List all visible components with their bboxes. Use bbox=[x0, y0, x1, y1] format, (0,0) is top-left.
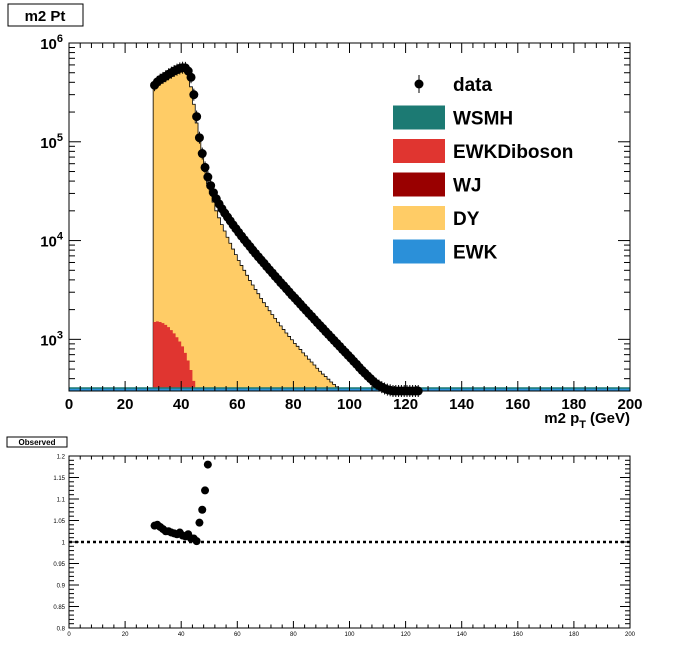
legend-entry-wsmh: WSMH bbox=[393, 105, 513, 130]
main-x-ticks: 0 20 40 60 80 100 120 140 160 180 200 bbox=[65, 43, 643, 413]
legend-label: EWK bbox=[453, 243, 498, 264]
ratio-y-tick-label: 0.95 bbox=[53, 562, 65, 568]
ratio-x-tick-label: 100 bbox=[344, 632, 355, 638]
x-axis-label-sub: T bbox=[579, 419, 586, 431]
x-axis-label: m2 pT (GeV) bbox=[544, 410, 630, 431]
legend-label: WSMH bbox=[453, 109, 513, 130]
data-point bbox=[200, 161, 210, 174]
legend-entry-data: data bbox=[414, 75, 493, 96]
data-point bbox=[203, 171, 213, 184]
x-tick-label: 160 bbox=[505, 396, 530, 413]
data-point bbox=[197, 147, 207, 160]
ratio-x-tick-label: 60 bbox=[234, 632, 241, 638]
legend-label: DY bbox=[453, 209, 480, 230]
ratio-points bbox=[150, 460, 212, 546]
ratio-y-tick-label: 1.2 bbox=[57, 455, 66, 461]
legend-swatch bbox=[393, 239, 445, 264]
stack-fills bbox=[69, 68, 630, 392]
y-tick-label: 106 bbox=[40, 33, 63, 53]
ratio-title-box: Observed bbox=[6, 436, 68, 448]
ratio-point bbox=[192, 537, 201, 546]
x-tick-label: 140 bbox=[449, 396, 474, 413]
x-axis-label-unit: (GeV) bbox=[590, 410, 630, 427]
ratio-y-tick-label: 1.1 bbox=[57, 498, 66, 504]
y-tick-label: 104 bbox=[40, 231, 64, 251]
ratio-y-tick-label: 1 bbox=[62, 541, 66, 547]
x-tick-label: 200 bbox=[617, 396, 642, 413]
ratio-x-tick-label: 200 bbox=[625, 632, 636, 638]
x-axis-label-main: m2 p bbox=[544, 410, 579, 427]
ratio-x-tick-label: 20 bbox=[122, 632, 129, 638]
ratio-x-tick-label: 40 bbox=[178, 632, 185, 638]
ratio-point bbox=[195, 518, 204, 527]
legend-label: WJ bbox=[453, 176, 482, 197]
x-tick-label: 20 bbox=[117, 396, 134, 413]
main-title: m2 Pt bbox=[25, 8, 66, 25]
x-tick-label: 100 bbox=[337, 396, 362, 413]
legend-swatch bbox=[393, 172, 445, 197]
legend: data WSMH EWKDiboson WJ DY EWK bbox=[393, 75, 573, 264]
ratio-point bbox=[198, 505, 207, 514]
ratio-x-tick-label: 140 bbox=[457, 632, 468, 638]
data-point bbox=[194, 131, 204, 144]
ratio-point bbox=[203, 460, 212, 469]
ratio-y-tick-label: 0.9 bbox=[57, 584, 66, 590]
legend-entry-dy: DY bbox=[393, 206, 480, 230]
data-point bbox=[186, 71, 196, 84]
ewkdiboson-stack-fill bbox=[153, 321, 199, 391]
legend-entry-wj: WJ bbox=[393, 172, 482, 197]
ratio-x-tick-label: 0 bbox=[67, 632, 71, 638]
ratio-plot: 0 20 40 60 80 100 120 140 160 180 200 0.80.850.90.… bbox=[53, 455, 635, 639]
ratio-x-tick-label: 180 bbox=[569, 632, 580, 638]
legend-swatch bbox=[393, 206, 445, 230]
legend-entry-ewkdiboson: EWKDiboson bbox=[393, 139, 573, 163]
ratio-y-tick-label: 1.05 bbox=[53, 519, 65, 525]
ratio-title: Observed bbox=[19, 438, 56, 447]
ratio-x-tick-label: 80 bbox=[290, 632, 297, 638]
x-tick-label: 80 bbox=[285, 396, 302, 413]
x-tick-label: 40 bbox=[173, 396, 190, 413]
legend-label: data bbox=[453, 75, 493, 96]
dy-stack-fill bbox=[152, 68, 353, 392]
legend-swatch bbox=[393, 139, 445, 163]
y-tick-label: 105 bbox=[40, 132, 63, 152]
ratio-x-tick-label: 120 bbox=[401, 632, 412, 638]
ratio-y-ticks: 0.8 0.85 0.9 0.95 1 1.05 1.1 1.15 1.2 bbox=[53, 455, 630, 633]
ratio-x-ticks: 0 20 40 60 80 100 120 140 160 180 200 bbox=[67, 456, 636, 638]
main-plot: 0 20 40 60 80 100 120 140 160 180 200 103 104 105 106… bbox=[40, 33, 642, 431]
x-tick-label: 0 bbox=[65, 396, 73, 413]
ratio-x-tick-label: 160 bbox=[513, 632, 524, 638]
y-tick-label: 103 bbox=[40, 329, 63, 349]
legend-entry-ewk: EWK bbox=[393, 239, 498, 264]
legend-swatch bbox=[393, 105, 445, 130]
x-tick-label: 120 bbox=[393, 396, 418, 413]
legend-marker bbox=[414, 79, 424, 89]
main-y-ticks: 103 104 105 106 bbox=[40, 33, 630, 392]
main-title-box: m2 Pt bbox=[7, 3, 84, 27]
ratio-y-tick-label: 0.85 bbox=[53, 605, 65, 611]
data-point bbox=[192, 110, 202, 123]
x-tick-label: 180 bbox=[561, 396, 586, 413]
data-point bbox=[189, 88, 199, 101]
legend-label: EWKDiboson bbox=[453, 142, 573, 163]
ratio-point bbox=[201, 486, 210, 495]
ratio-y-tick-label: 0.8 bbox=[57, 627, 66, 633]
x-tick-label: 60 bbox=[229, 396, 246, 413]
ratio-y-tick-label: 1.15 bbox=[53, 476, 65, 482]
